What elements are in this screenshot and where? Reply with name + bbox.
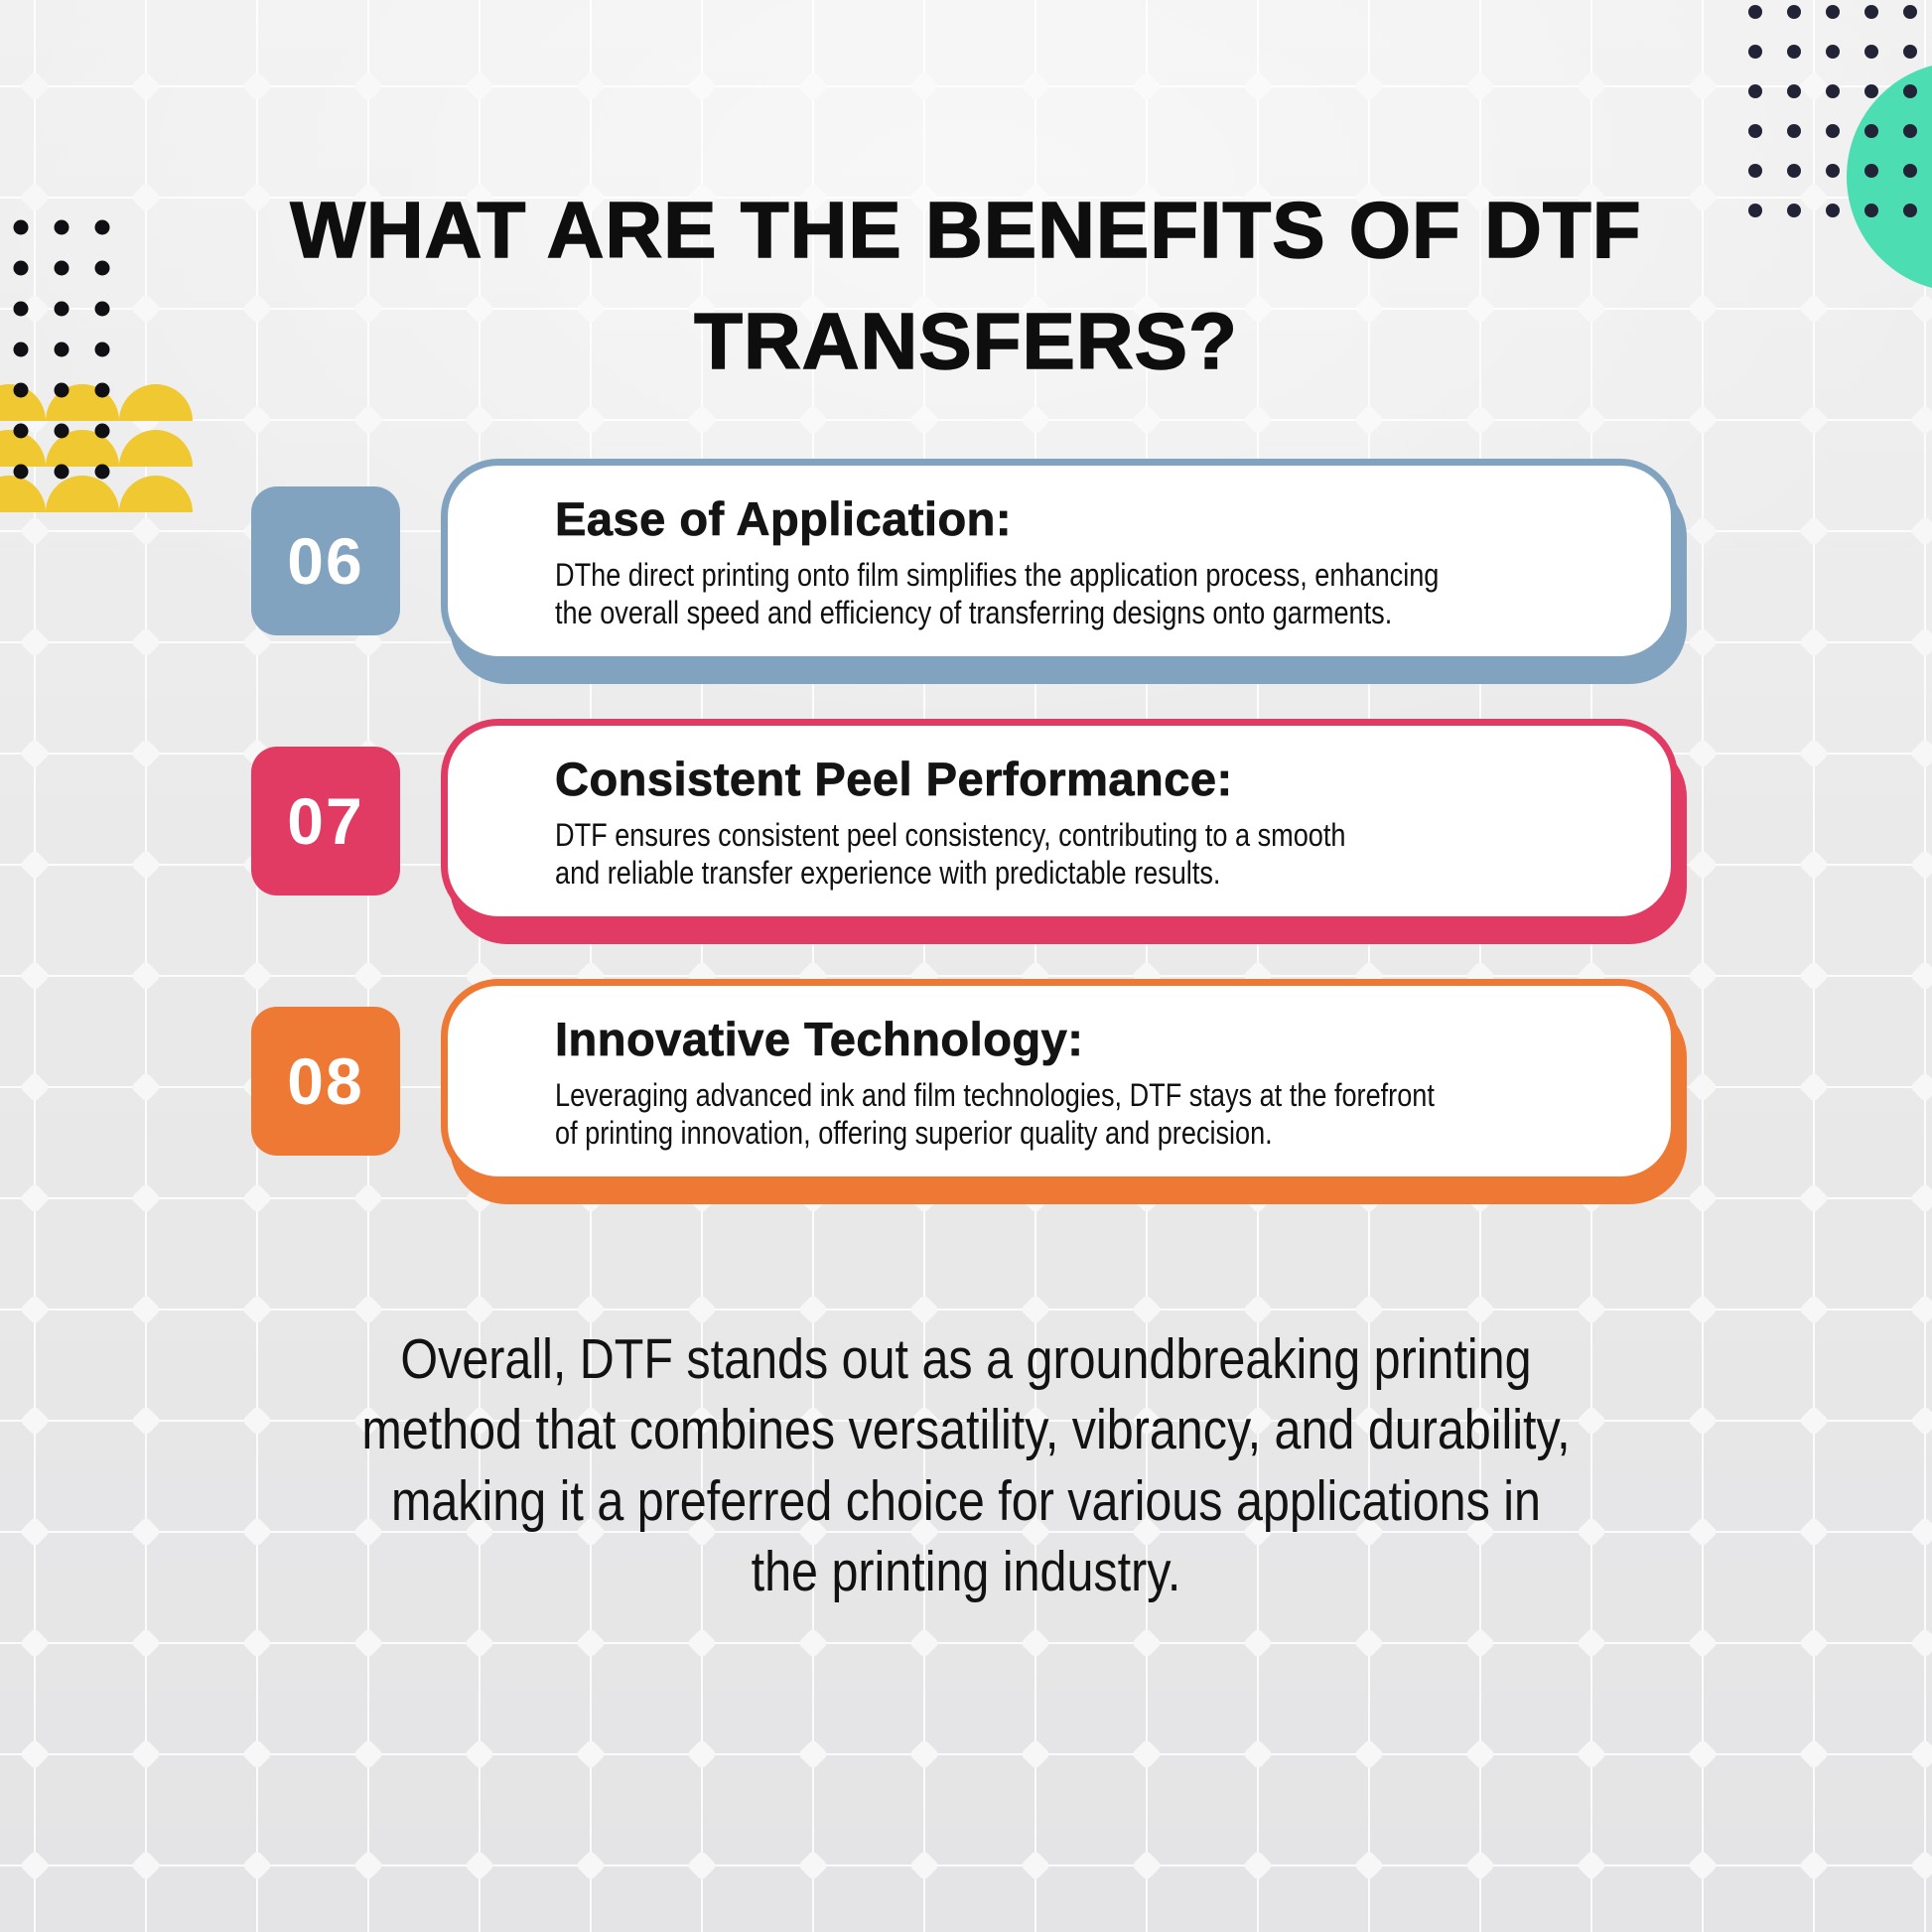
benefit-card: Innovative Technology: Leveraging advanc…: [441, 979, 1678, 1183]
conclusion-line-4: the printing industry.: [751, 1539, 1181, 1603]
benefit-card: Ease of Application: DThe direct printin…: [441, 459, 1678, 663]
conclusion-line-3: making it a preferred choice for various…: [390, 1468, 1541, 1533]
benefit-number-badge: 06: [251, 486, 400, 635]
page-title-line-1: WHAT ARE THE BENEFITS OF DTF: [290, 185, 1642, 275]
conclusion-paragraph: Overall, DTF stands out as a groundbreak…: [145, 1324, 1787, 1607]
benefit-row: 07 Consistent Peel Performance: DTF ensu…: [251, 719, 1678, 923]
conclusion-line-1: Overall, DTF stands out as a groundbreak…: [400, 1327, 1532, 1391]
page-title: WHAT ARE THE BENEFITS OF DTF TRANSFERS?: [0, 175, 1932, 397]
benefit-number: 06: [287, 524, 364, 598]
benefit-description: DTF ensures consistent peel consistency,…: [555, 817, 1346, 892]
benefit-row: 08 Innovative Technology: Leveraging adv…: [251, 979, 1678, 1183]
content: WHAT ARE THE BENEFITS OF DTF TRANSFERS? …: [0, 175, 1932, 1607]
benefit-number-badge: 08: [251, 1007, 400, 1156]
conclusion-line-2: method that combines versatility, vibran…: [361, 1398, 1571, 1462]
benefit-heading: Consistent Peel Performance:: [555, 753, 1233, 806]
benefit-number: 07: [287, 784, 364, 858]
page-title-line-2: TRANSFERS?: [693, 296, 1238, 386]
benefit-card: Consistent Peel Performance: DTF ensures…: [441, 719, 1678, 923]
benefit-number-badge: 07: [251, 747, 400, 896]
benefit-heading: Ease of Application:: [555, 492, 1013, 546]
benefit-description: Leveraging advanced ink and film technol…: [555, 1077, 1435, 1152]
benefit-row: 06 Ease of Application: DThe direct prin…: [251, 459, 1678, 663]
benefits-list: 06 Ease of Application: DThe direct prin…: [251, 459, 1678, 1183]
benefit-heading: Innovative Technology:: [555, 1013, 1084, 1066]
benefit-number: 08: [287, 1044, 364, 1118]
benefit-description: DThe direct printing onto film simplifie…: [555, 557, 1440, 631]
